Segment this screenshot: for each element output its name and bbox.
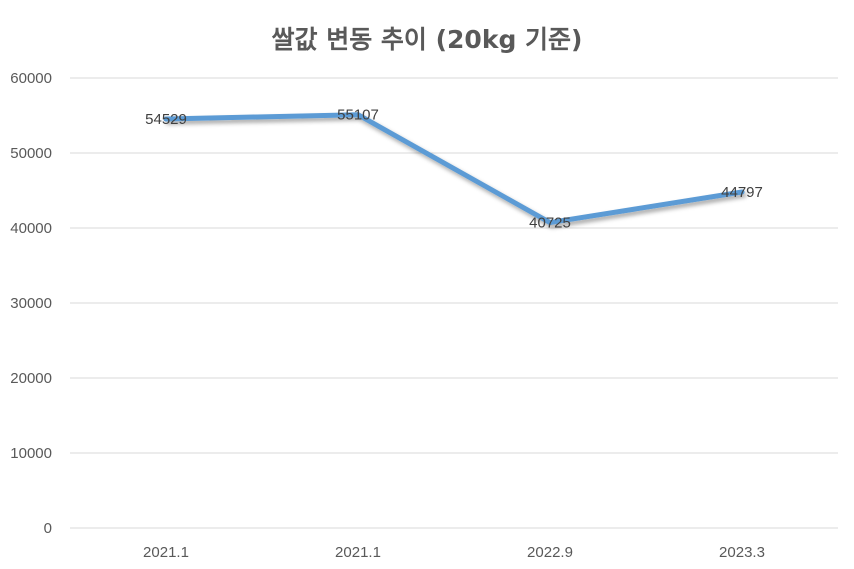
data-labels: 54529 55107 40725 44797 (145, 107, 763, 232)
y-tick-label: 20000 (10, 370, 52, 387)
data-label: 40725 (529, 215, 571, 232)
x-tick-label: 2021.1 (143, 544, 189, 561)
y-tick-label: 60000 (10, 70, 52, 87)
x-tick-label: 2022.9 (527, 544, 573, 561)
x-tick-label: 2023.3 (719, 544, 765, 561)
gridlines (70, 77, 838, 529)
data-label: 54529 (145, 111, 187, 128)
y-tick-label: 40000 (10, 220, 52, 237)
data-label: 55107 (337, 107, 379, 124)
x-tick-label: 2021.1 (335, 544, 381, 561)
data-point (355, 112, 361, 118)
chart-title: 쌀값 변동 추이 (20kg 기준) (272, 25, 583, 54)
series-line (163, 112, 745, 226)
y-tick-label: 50000 (10, 145, 52, 162)
data-point (163, 116, 169, 122)
y-axis-tick-labels: 0 10000 20000 30000 40000 50000 60000 (10, 70, 52, 537)
series (163, 112, 745, 226)
x-axis-tick-labels: 2021.1 2021.1 2022.9 2023.3 (143, 544, 765, 561)
y-tick-label: 0 (44, 520, 52, 537)
data-point (547, 220, 553, 226)
y-tick-label: 10000 (10, 445, 52, 462)
data-label: 44797 (721, 184, 763, 201)
y-tick-label: 30000 (10, 295, 52, 312)
data-point (739, 189, 745, 195)
